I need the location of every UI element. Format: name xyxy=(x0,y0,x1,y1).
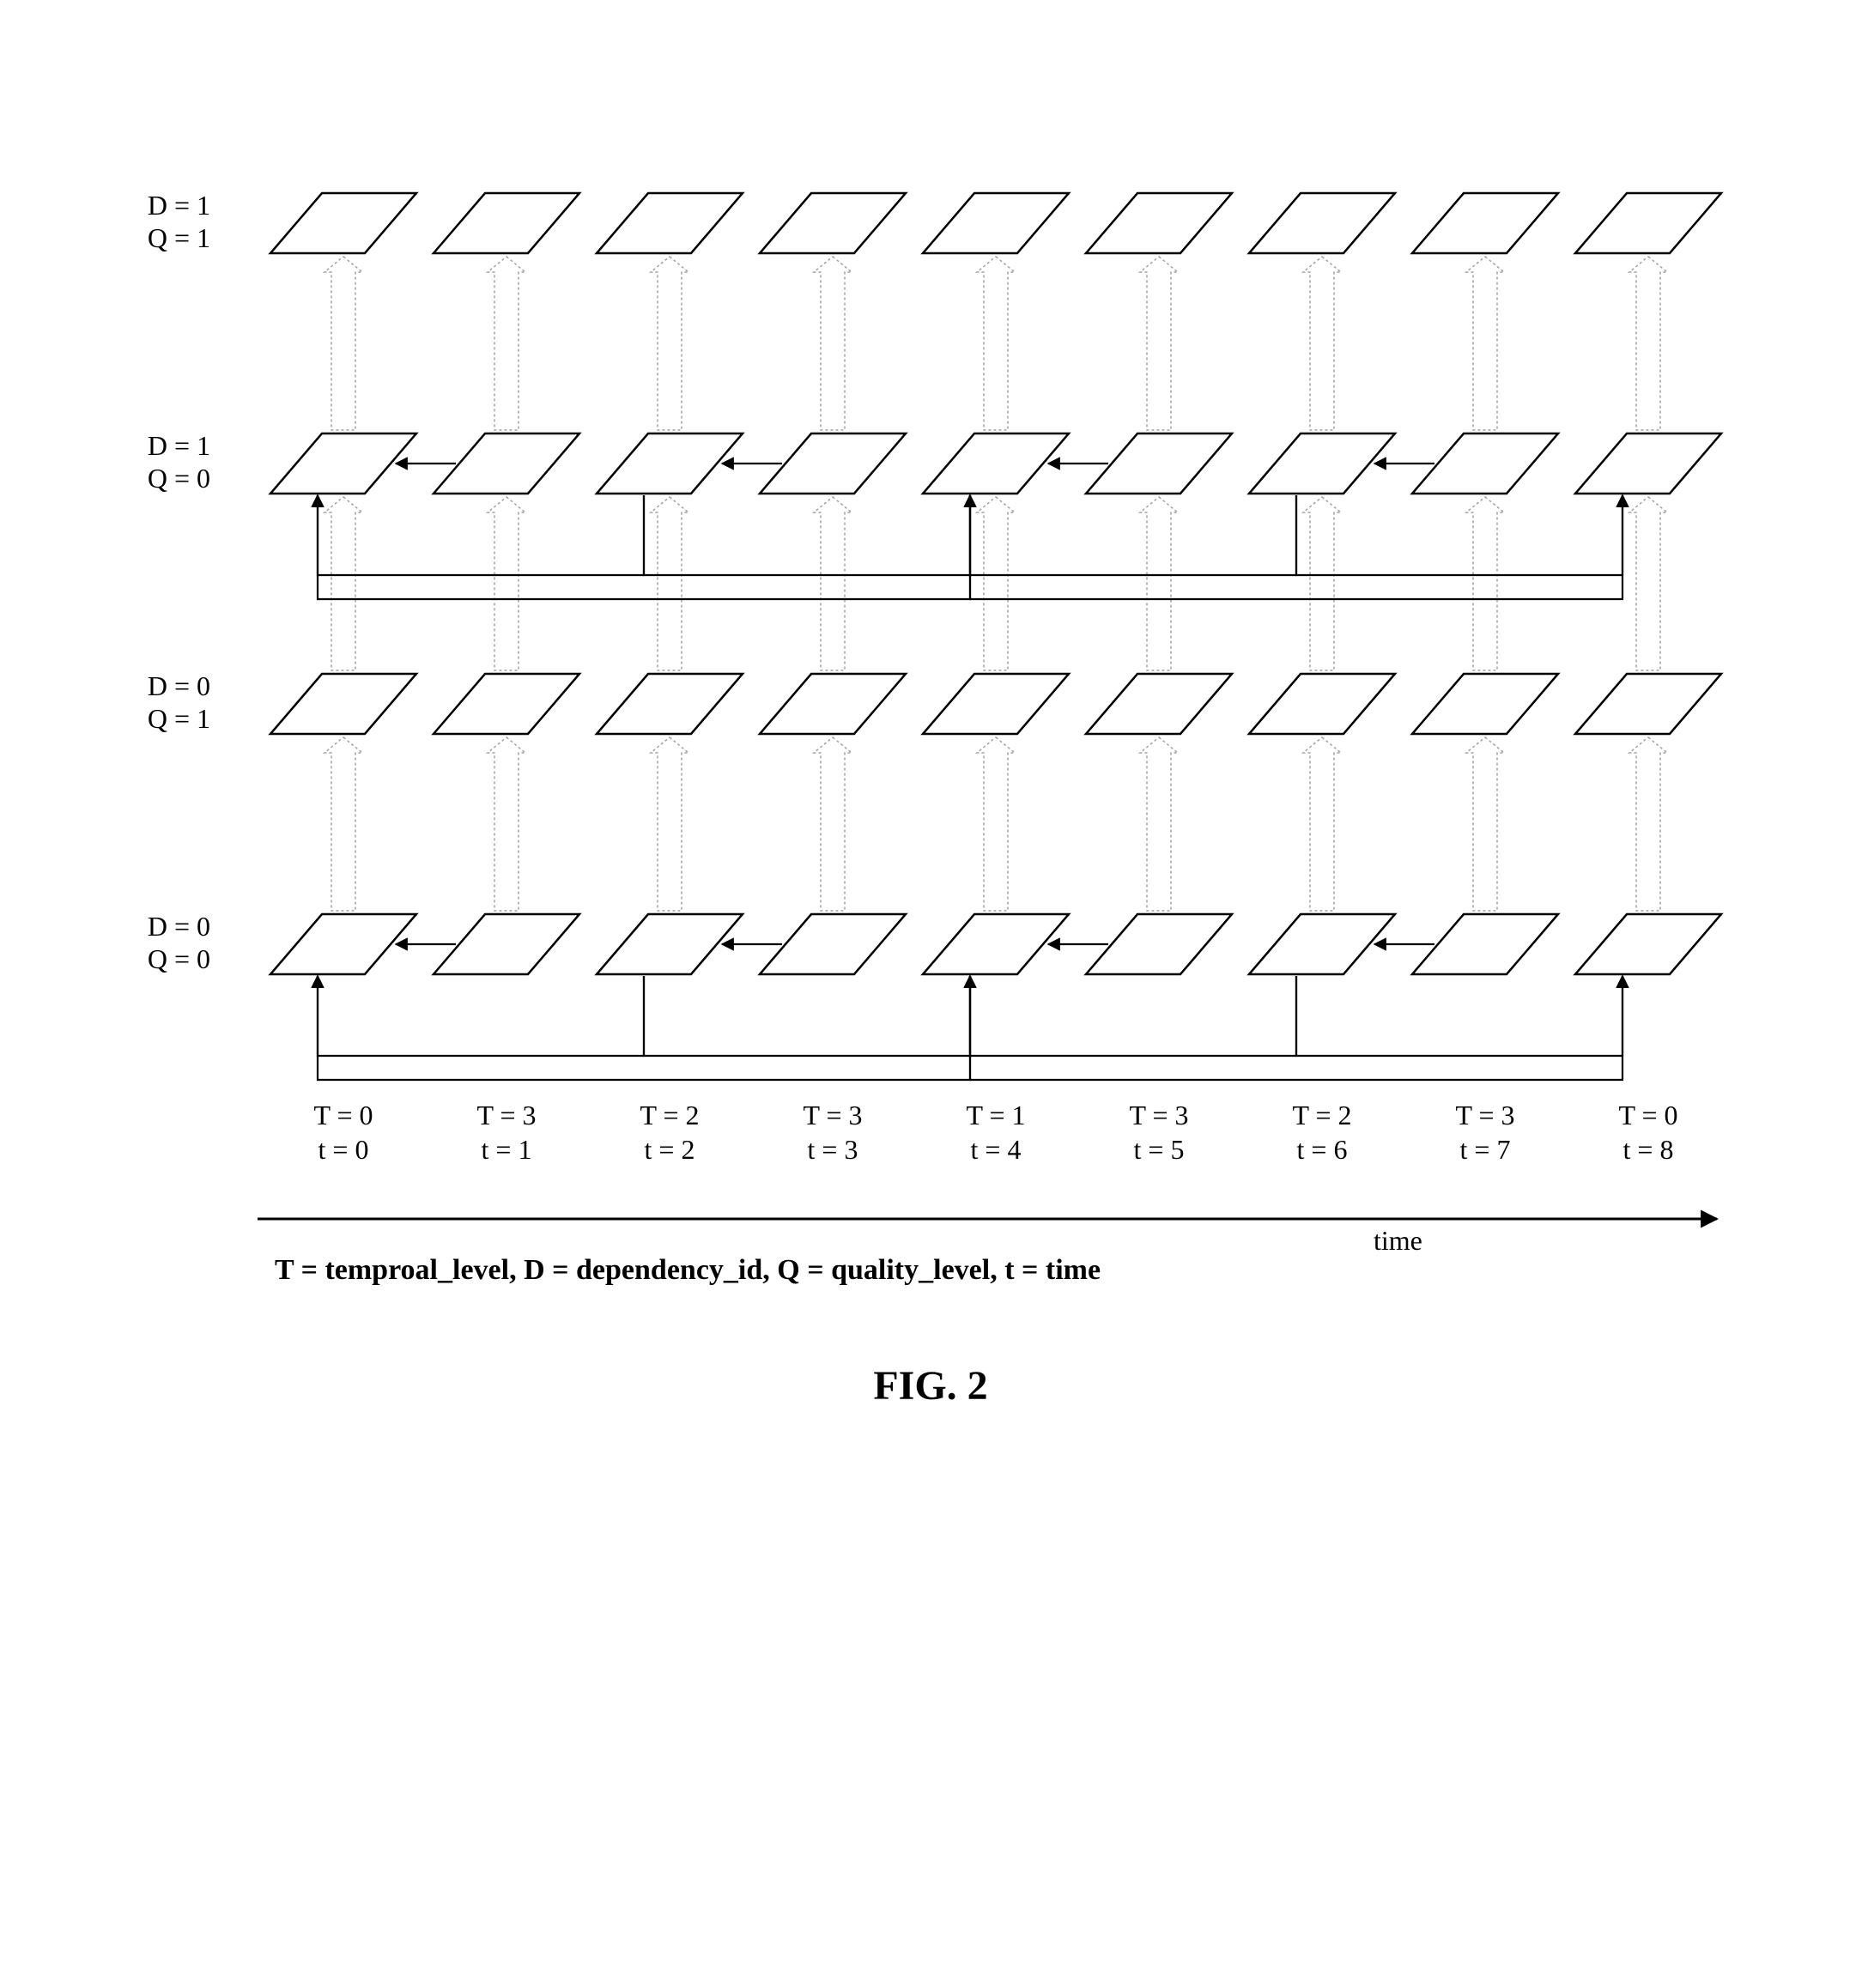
hollow-arrow xyxy=(1140,257,1178,430)
hollow-arrow xyxy=(488,257,525,430)
node-r0-c4 xyxy=(923,193,1069,253)
temporal-arrow xyxy=(1296,976,1622,1056)
node-r2-c5 xyxy=(1086,674,1232,734)
col-t: t = 4 xyxy=(971,1134,1022,1165)
node-r2-c6 xyxy=(1249,674,1395,734)
hollow-arrow xyxy=(814,497,852,670)
temporal-arrow xyxy=(318,976,644,1056)
col-t: t = 1 xyxy=(482,1134,532,1165)
col-T: T = 0 xyxy=(1618,1100,1677,1130)
col-t: t = 5 xyxy=(1134,1134,1185,1165)
hollow-arrow xyxy=(1466,257,1504,430)
hollow-arrow xyxy=(814,257,852,430)
row-label-d: D = 1 xyxy=(148,190,210,221)
svc-figure: D = 1Q = 1D = 1Q = 0D = 0Q = 1D = 0Q = 0… xyxy=(0,0,1862,1459)
hollow-arrow xyxy=(977,497,1015,670)
node-r0-c3 xyxy=(760,193,906,253)
node-r0-c8 xyxy=(1575,193,1721,253)
node-r1-c0 xyxy=(270,433,416,494)
col-t: t = 0 xyxy=(318,1134,369,1165)
hollow-arrow xyxy=(814,737,852,911)
hollow-arrow xyxy=(324,257,362,430)
hollow-arrow xyxy=(1303,737,1341,911)
temporal-arrow xyxy=(644,976,970,1056)
node-r0-c2 xyxy=(597,193,743,253)
node-r2-c8 xyxy=(1575,674,1721,734)
node-r2-c1 xyxy=(434,674,579,734)
temporal-arrow xyxy=(970,976,1296,1056)
hollow-arrow xyxy=(1140,497,1178,670)
hollow-arrow xyxy=(977,737,1015,911)
node-r0-c0 xyxy=(270,193,416,253)
node-r2-c0 xyxy=(270,674,416,734)
hollow-arrow xyxy=(651,497,688,670)
col-T: T = 3 xyxy=(803,1100,862,1130)
hollow-arrow xyxy=(1629,257,1667,430)
node-r1-c6 xyxy=(1249,433,1395,494)
hollow-arrow xyxy=(1140,737,1178,911)
node-r0-c5 xyxy=(1086,193,1232,253)
node-r3-c8 xyxy=(1575,914,1721,974)
hollow-arrow xyxy=(1629,497,1667,670)
node-r2-c2 xyxy=(597,674,743,734)
node-r2-c7 xyxy=(1412,674,1558,734)
node-r1-c8 xyxy=(1575,433,1721,494)
col-T: T = 3 xyxy=(1129,1100,1188,1130)
temporal-arrow xyxy=(644,495,970,575)
figure-caption: FIG. 2 xyxy=(873,1363,987,1409)
col-T: T = 3 xyxy=(476,1100,536,1130)
hollow-arrow xyxy=(324,737,362,911)
col-t: t = 6 xyxy=(1297,1134,1348,1165)
hollow-arrow xyxy=(651,257,688,430)
col-T: T = 2 xyxy=(640,1100,699,1130)
hollow-arrow xyxy=(1303,257,1341,430)
col-t: t = 7 xyxy=(1460,1134,1511,1165)
row-label-d: D = 1 xyxy=(148,430,210,461)
col-t: t = 8 xyxy=(1623,1134,1674,1165)
node-r1-c4 xyxy=(923,433,1069,494)
col-t: t = 2 xyxy=(645,1134,695,1165)
node-r3-c6 xyxy=(1249,914,1395,974)
hollow-arrow xyxy=(488,497,525,670)
node-r3-c0 xyxy=(270,914,416,974)
row-label-d: D = 0 xyxy=(148,911,210,942)
row-label-q: Q = 1 xyxy=(148,222,210,253)
hollow-arrow xyxy=(1466,497,1504,670)
temporal-arrow xyxy=(1296,495,1622,575)
node-r2-c4 xyxy=(923,674,1069,734)
node-r0-c6 xyxy=(1249,193,1395,253)
row-label-q: Q = 0 xyxy=(148,943,210,974)
node-r1-c2 xyxy=(597,433,743,494)
hollow-arrow xyxy=(488,737,525,911)
node-r3-c2 xyxy=(597,914,743,974)
row-label-q: Q = 0 xyxy=(148,463,210,494)
legend: T = temproal_level, D = dependency_id, Q… xyxy=(275,1254,1101,1286)
hollow-arrow xyxy=(1466,737,1504,911)
node-r0-c7 xyxy=(1412,193,1558,253)
col-T: T = 3 xyxy=(1455,1100,1514,1130)
col-T: T = 2 xyxy=(1292,1100,1351,1130)
hollow-arrow xyxy=(977,257,1015,430)
col-t: t = 3 xyxy=(808,1134,858,1165)
node-r0-c1 xyxy=(434,193,579,253)
node-r3-c4 xyxy=(923,914,1069,974)
row-label-q: Q = 1 xyxy=(148,703,210,734)
hollow-arrow xyxy=(1303,497,1341,670)
hollow-arrow xyxy=(1629,737,1667,911)
col-T: T = 0 xyxy=(313,1100,373,1130)
temporal-arrow xyxy=(318,495,644,575)
hollow-arrow xyxy=(651,737,688,911)
row-label-d: D = 0 xyxy=(148,670,210,701)
nodes xyxy=(270,193,1721,974)
node-r2-c3 xyxy=(760,674,906,734)
hollow-arrow xyxy=(324,497,362,670)
temporal-arrow xyxy=(970,495,1296,575)
col-T: T = 1 xyxy=(966,1100,1025,1130)
legend-sup: time xyxy=(1374,1225,1422,1256)
